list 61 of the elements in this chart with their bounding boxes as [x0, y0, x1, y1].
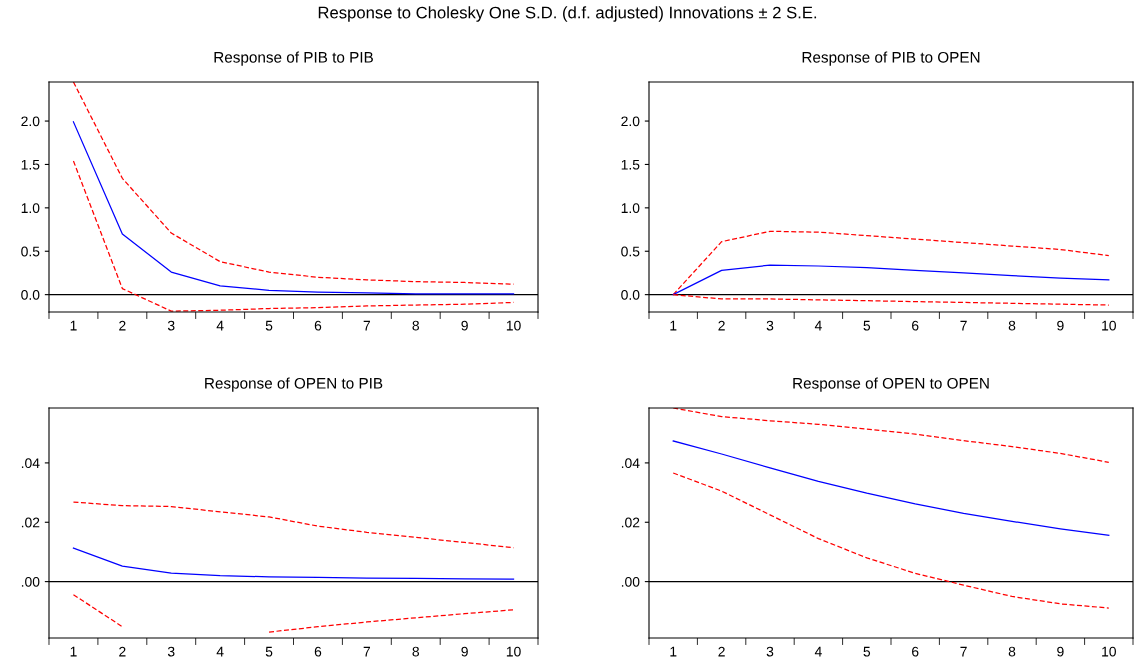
x-tick-label: 7	[363, 320, 371, 331]
x-tick-label: 3	[766, 646, 774, 657]
y-tick-label: 1.5	[21, 159, 40, 170]
y-tick-label: .04	[621, 458, 640, 469]
chart-title: Response of PIB to OPEN	[802, 51, 980, 66]
x-tick-label: 8	[412, 320, 420, 331]
x-tick-label: 1	[70, 320, 77, 331]
y-tick-label: .00	[21, 576, 40, 587]
chart-title: Response of OPEN to OPEN	[793, 377, 989, 392]
y-tick-label: .04	[21, 458, 40, 469]
x-tick-label: 3	[766, 320, 774, 331]
x-tick-label: 5	[863, 320, 871, 331]
x-tick-label: 8	[1008, 320, 1016, 331]
x-tick-label: 1	[670, 646, 677, 657]
x-tick-label: 6	[912, 320, 919, 331]
x-tick-label: 10	[506, 320, 521, 331]
y-tick-label: 0.5	[21, 246, 40, 257]
x-tick-label: 6	[912, 646, 919, 657]
y-tick-label: 1.5	[621, 159, 640, 170]
y-tick-label: .02	[621, 517, 640, 528]
y-tick-label: 0.0	[621, 289, 640, 300]
x-tick-label: 3	[167, 646, 175, 657]
x-tick-label: 10	[506, 646, 521, 657]
x-tick-label: 7	[363, 646, 371, 657]
x-tick-label: 2	[718, 646, 725, 657]
x-tick-label: 4	[814, 320, 822, 331]
x-tick-label: 2	[119, 320, 126, 331]
y-tick-label: .02	[21, 517, 40, 528]
x-tick-label: 1	[670, 320, 677, 331]
text: Response to Cholesky One S.D. (d.f. adjusted) Innovations ± 2 S.E.	[318, 6, 817, 22]
x-tick-label: 7	[960, 320, 967, 331]
x-tick-label: 6	[314, 320, 322, 331]
x-tick-label: 1	[70, 646, 77, 657]
x-tick-label: 10	[1102, 320, 1116, 331]
x-tick-label: 9	[461, 320, 468, 331]
x-tick-label: 5	[265, 646, 273, 657]
y-tick-label: 1.0	[621, 203, 640, 214]
x-tick-label: 9	[1057, 320, 1064, 331]
x-tick-label: 2	[119, 646, 126, 657]
y-tick-label: .00	[621, 576, 640, 587]
x-tick-label: 8	[1008, 646, 1016, 657]
x-tick-label: 4	[216, 320, 224, 331]
x-tick-label: 5	[863, 646, 871, 657]
x-tick-label: 10	[1102, 646, 1116, 657]
y-tick-label: 0.5	[621, 246, 640, 257]
x-tick-label: 8	[412, 646, 420, 657]
y-tick-label: 1.0	[21, 203, 40, 214]
chart-title: Response of OPEN to PIB	[205, 377, 383, 392]
y-tick-label: 2.0	[621, 116, 640, 127]
x-tick-label: 4	[814, 646, 822, 657]
x-tick-label: 5	[265, 320, 273, 331]
x-tick-label: 9	[461, 646, 468, 657]
chart-title: Response of PIB to PIB	[214, 51, 373, 66]
y-tick-label: 0.0	[21, 289, 40, 300]
y-tick-label: 2.0	[21, 116, 40, 127]
x-tick-label: 2	[718, 320, 725, 331]
x-tick-label: 6	[314, 646, 322, 657]
x-tick-label: 7	[960, 646, 967, 657]
x-tick-label: 9	[1057, 646, 1064, 657]
x-tick-label: 4	[216, 646, 224, 657]
x-tick-label: 3	[167, 320, 175, 331]
